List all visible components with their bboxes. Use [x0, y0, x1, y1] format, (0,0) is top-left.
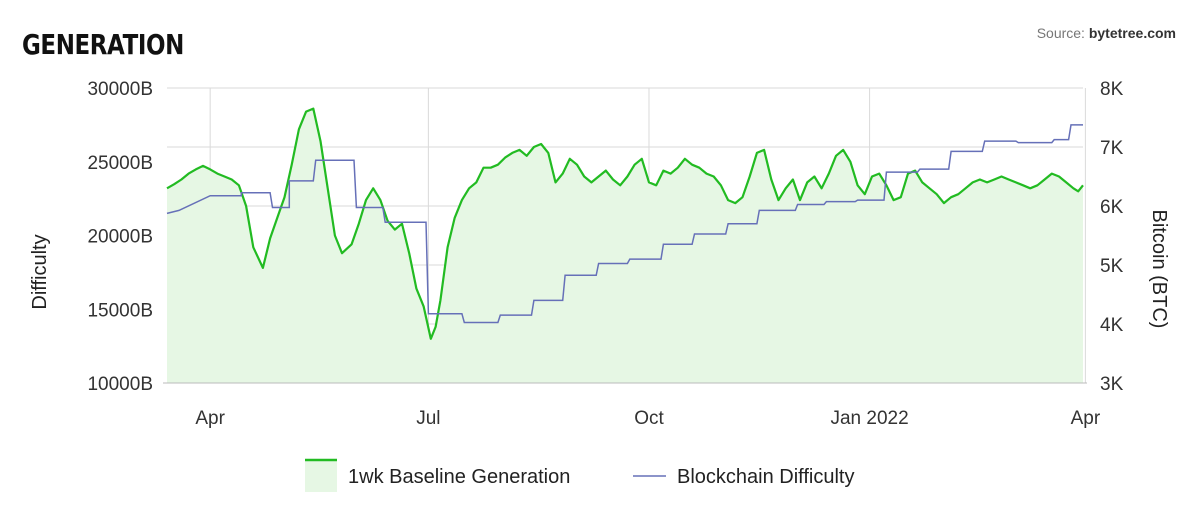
right-tick-label: 6K	[1100, 197, 1124, 218]
right-axis-title: Bitcoin (BTC)	[1148, 210, 1170, 329]
x-tick-label: Jul	[416, 408, 440, 429]
legend-label-generation: 1wk Baseline Generation	[348, 466, 570, 488]
generation-line	[166, 107, 1084, 340]
right-tick-label: 4K	[1100, 315, 1124, 336]
left-tick-label: 15000B	[87, 300, 153, 321]
left-tick-label: 30000B	[87, 79, 153, 100]
x-tick-label: Apr	[195, 408, 225, 429]
right-tick-label: 3K	[1100, 374, 1124, 395]
left-tick-label: 25000B	[87, 153, 153, 174]
source-name: bytetree.com	[1088, 25, 1176, 41]
left-tick-label: 20000B	[87, 227, 153, 248]
generation-area	[167, 108, 1083, 383]
legend: 1wk Baseline Generation Blockchain Diffic…	[305, 458, 854, 492]
series-layer	[166, 107, 1084, 383]
axes-layer: 10000B 15000B 20000B 25000B 30000B 3K 4K 5K 6K 7K…	[29, 79, 1170, 429]
right-tick-label: 8K	[1100, 79, 1124, 100]
right-tick-label: 5K	[1100, 256, 1124, 277]
x-tick-label: Apr	[1071, 408, 1101, 429]
chart-title: GENERATION	[22, 28, 184, 61]
source-label: Source:	[1036, 25, 1085, 41]
left-tick-label: 10000B	[87, 374, 153, 395]
right-tick-label: 7K	[1100, 138, 1124, 159]
x-tick-label: Oct	[634, 408, 664, 429]
legend-label-difficulty: Blockchain Difficulty	[677, 466, 854, 488]
x-tick-label: Jan 2022	[830, 408, 908, 429]
source-credit: Source: bytetree.com	[1037, 25, 1176, 41]
left-axis-title: Difficulty	[29, 234, 51, 309]
legend-swatch-generation-area	[305, 459, 337, 492]
difficulty-line	[166, 124, 1083, 324]
